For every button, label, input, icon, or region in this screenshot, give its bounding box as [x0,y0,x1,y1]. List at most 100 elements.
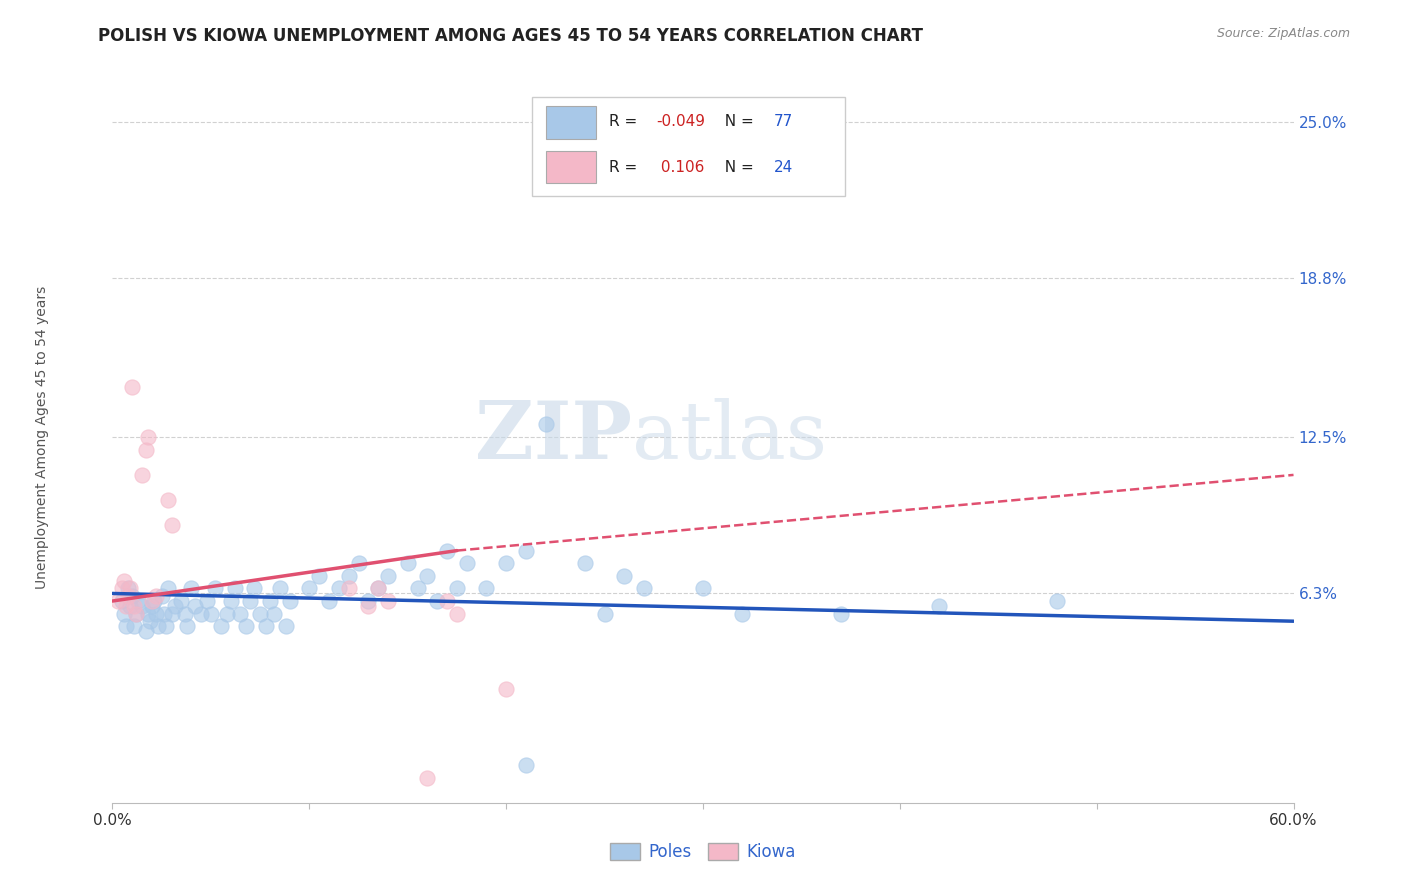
Point [131,467,153,482]
Point [112,574,135,588]
Point [259,594,281,608]
Point [117,589,139,603]
Point [249,607,271,621]
Point [135,442,157,457]
Point [125,607,148,621]
Point [406,582,429,596]
Point [337,569,360,583]
Point [830,607,852,621]
Point [117,582,139,596]
Point [347,556,370,570]
Text: R =: R = [609,160,641,175]
Point [318,594,340,608]
Point [152,607,174,621]
Point [377,594,399,608]
Point [308,569,330,583]
Text: N =: N = [714,113,758,128]
Point [136,430,159,444]
Point [120,599,142,613]
Point [190,607,212,621]
Text: 0.106: 0.106 [655,160,704,175]
Point [122,599,145,613]
Point [534,417,557,432]
Point [274,619,297,633]
Point [121,379,143,393]
Point [633,582,655,596]
Text: 77: 77 [773,113,793,128]
Point [298,582,321,596]
Point [574,556,596,570]
Text: ZIP: ZIP [475,398,633,476]
Point [156,493,179,508]
Point [170,594,193,608]
Point [155,619,177,633]
Text: atlas: atlas [633,398,827,476]
Point [219,594,242,608]
Point [115,619,138,633]
Point [136,607,159,621]
Point [200,607,222,621]
Point [367,582,389,596]
Point [184,599,207,613]
Point [254,619,277,633]
Point [495,682,517,697]
Point [120,582,142,596]
Point [367,582,389,596]
Point [692,582,714,596]
Point [122,619,145,633]
Point [115,599,138,613]
Point [1046,594,1069,608]
Point [121,589,143,603]
Point [176,619,198,633]
Point [139,614,162,628]
Point [337,582,360,596]
Point [515,758,537,772]
Point [243,582,266,596]
Point [475,582,498,596]
Point [156,582,179,596]
Point [112,607,135,621]
Text: 24: 24 [773,160,793,175]
Text: POLISH VS KIOWA UNEMPLOYMENT AMONG AGES 45 TO 54 YEARS CORRELATION CHART: POLISH VS KIOWA UNEMPLOYMENT AMONG AGES … [98,27,924,45]
FancyBboxPatch shape [531,97,845,195]
Point [141,599,163,613]
Point [495,556,517,570]
Point [127,594,149,608]
Point [731,607,754,621]
Point [357,599,380,613]
Point [209,619,232,633]
Point [141,594,163,608]
Text: -0.049: -0.049 [655,113,704,128]
Point [328,582,350,596]
Point [416,569,439,583]
Point [377,569,399,583]
Point [131,599,153,613]
Point [150,589,173,603]
Point [278,594,301,608]
Point [111,582,134,596]
Point [456,556,478,570]
Point [436,594,458,608]
Point [145,607,167,621]
Point [125,607,148,621]
Point [142,594,165,608]
Point [146,619,169,633]
Point [180,582,202,596]
Point [416,771,439,785]
Point [204,582,226,596]
Point [928,599,950,613]
Point [135,624,157,639]
FancyBboxPatch shape [546,106,596,138]
Point [436,543,458,558]
Point [593,607,616,621]
Text: N =: N = [714,160,758,175]
Point [111,594,134,608]
FancyBboxPatch shape [546,151,596,183]
Point [239,594,262,608]
Point [160,518,183,533]
Point [160,607,183,621]
Text: Source: ZipAtlas.com: Source: ZipAtlas.com [1216,27,1350,40]
Point [145,589,167,603]
Point [174,607,197,621]
Point [235,619,257,633]
